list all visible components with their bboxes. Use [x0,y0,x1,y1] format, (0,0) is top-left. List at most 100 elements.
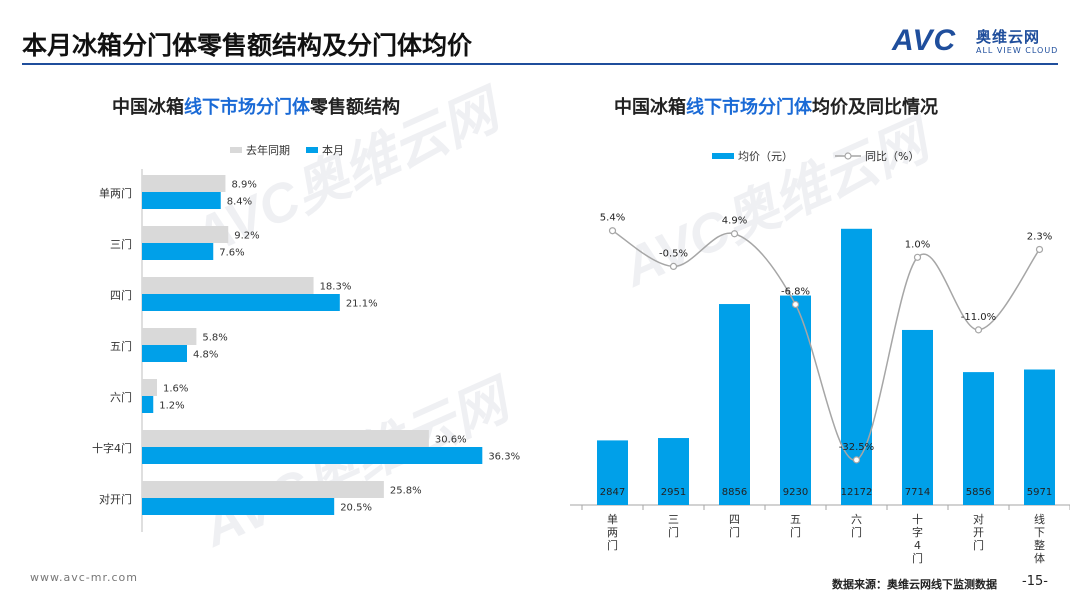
yoy-value-label: -11.0% [961,312,996,323]
legend-label-current: 本月 [322,144,344,157]
yoy-point [669,262,678,270]
category-label: 对开门 [99,492,132,506]
right-title-highlight: 线下市场分门体 [686,97,812,118]
right-title-part-3: 均价及同比情况 [812,97,938,118]
price-value-label: 5971 [1027,487,1052,498]
logo-chinese: 奥维云网 [976,28,1041,46]
bar-current [142,192,221,209]
category-label: 单两门 [99,186,132,200]
yoy-line [612,230,1041,461]
left-chart-legend: 去年同期 本月 [230,142,344,158]
category-label: 单两门 [607,513,618,552]
category-label: 对开门 [973,512,984,552]
data-label-current: 36.3% [488,452,520,463]
legend-label-yoy: 同比（%） [865,150,920,163]
category-label: 五门 [790,513,801,539]
yoy-value-label: 2.3% [1027,231,1052,242]
category-label: 十字4门 [92,441,132,455]
logo-english: ALL VIEW CLOUD [976,46,1059,55]
data-label-current: 7.6% [219,248,244,259]
left-bar-chart: 单两门 8.9% 8.4% 三门 9.2% 7.6% 四门 18.3% 21.1% 五门 5.8% 4… [92,169,520,532]
price-value-label: 8856 [722,487,747,498]
bar-current [142,294,340,311]
data-label-last-year: 25.8% [390,486,422,497]
data-label-last-year: 5.8% [202,333,227,344]
bar-last-year [142,481,384,498]
data-label-last-year: 1.6% [163,384,188,395]
price-bar [597,440,628,505]
data-label-last-year: 8.9% [231,180,256,191]
category-label: 四门 [110,288,132,302]
data-label-last-year: 30.6% [435,435,467,446]
price-value-label: 12172 [841,487,873,498]
yoy-value-label: 4.9% [722,216,747,227]
left-title-part-3: 零售额结构 [310,97,400,118]
legend-swatch-last-year [230,147,242,153]
data-label-current: 1.2% [159,401,184,412]
category-label: 六门 [851,513,862,539]
left-chart-title: 中国冰箱线下市场分门体零售额结构 [112,93,400,119]
data-label-last-year: 18.3% [320,282,352,293]
yoy-value-label: -32.5% [839,442,874,453]
price-bar [780,295,811,505]
yoy-point [913,253,922,261]
bar-last-year [142,328,197,345]
yoy-value-label: -0.5% [659,248,688,259]
yoy-point [608,227,617,235]
left-title-highlight: 线下市场分门体 [184,97,310,118]
legend-swatch-current [306,147,318,153]
category-label: 三门 [668,513,679,539]
yoy-point [852,456,861,464]
data-label-current: 21.1% [346,299,378,310]
price-value-label: 5856 [966,487,991,498]
price-bar [963,372,994,505]
bar-last-year [142,175,226,192]
logo-mark: AVC [892,24,957,57]
bar-last-year [142,277,314,294]
category-label: 六门 [110,390,132,404]
legend-label-last-year: 去年同期 [246,144,290,157]
category-label: 线下整体 [1034,512,1045,565]
legend-swatch-yoy [835,152,861,160]
data-label-last-year: 9.2% [234,231,259,242]
category-label: 四门 [729,513,740,539]
brand-logo: AVC 奥维云网 ALL VIEW CLOUD [892,24,1062,60]
price-bar [658,438,689,505]
bar-current [142,498,335,515]
page-title: 本月冰箱分门体零售额结构及分门体均价 [22,31,473,60]
bar-current [142,243,214,260]
bar-last-year [142,226,229,243]
yoy-point [974,326,983,334]
header-divider [22,63,1058,65]
page-header: 本月冰箱分门体零售额结构及分门体均价 AVC 奥维云网 ALL VIEW CLO… [0,0,1080,66]
bar-current [142,345,187,362]
right-combo-chart: 2847 单两门 2951 三门 8856 四门 9230 五门 12172 六门 7714 十字 4 门… [570,213,1070,565]
right-chart-title: 中国冰箱线下市场分门体均价及同比情况 [614,93,938,119]
category-label: 三门 [110,237,132,251]
yoy-value-label: 5.4% [600,213,625,224]
yoy-point [791,300,800,309]
right-chart-legend: 均价（元） 同比（%） [712,148,919,164]
data-label-current: 4.8% [193,350,218,361]
data-source: 数据来源：奥维云网线下监测数据 [832,578,997,591]
page-number: -15- [1022,574,1048,589]
price-value-label: 2951 [661,487,686,498]
bar-last-year [142,430,429,447]
price-bar [1024,369,1055,505]
price-value-label: 7714 [905,487,930,498]
legend-label-price: 均价（元） [738,150,793,163]
price-value-label: 2847 [600,487,625,498]
price-bar [902,329,933,505]
category-label: 五门 [110,339,132,353]
bar-last-year [142,379,157,396]
bar-current [142,396,154,413]
yoy-value-label: 1.0% [905,239,930,250]
yoy-point [730,230,739,238]
data-label-current: 20.5% [340,503,372,514]
yoy-point [1035,245,1044,254]
price-value-label: 9230 [783,487,808,498]
data-label-current: 8.4% [227,197,252,208]
price-bar [841,228,872,505]
website-url: www.avc-mr.com [30,571,138,584]
